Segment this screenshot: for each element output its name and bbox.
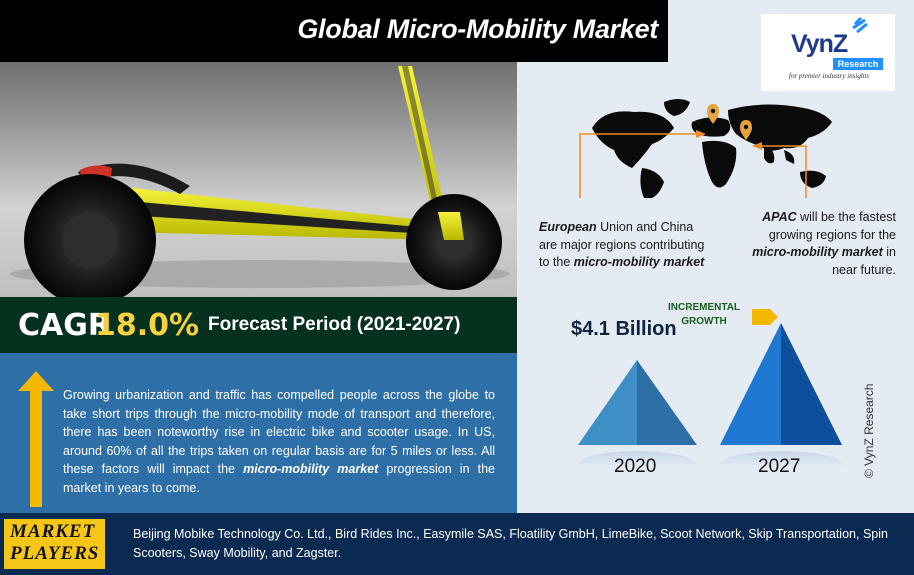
growth-pyramids	[577, 309, 843, 465]
europe-market: micro-mobility market	[573, 255, 705, 269]
description-bold: micro-mobility market	[243, 462, 379, 476]
europe-text: Union and China are major regions contri…	[539, 220, 705, 269]
growth-arrow-icon	[752, 309, 778, 325]
scooter-photo	[0, 62, 517, 297]
pyramid-2027	[719, 323, 843, 465]
europe-label: European	[539, 220, 597, 234]
incremental-line1: INCREMENTAL	[668, 302, 741, 313]
market-players-list: Beijing Mobike Technology Co. Ltd., Bird…	[133, 527, 888, 560]
vynz-logo: VynZ Research for premier industry insig…	[761, 14, 895, 91]
scooter-illustration	[10, 66, 510, 297]
apac-text1: will be the fastest growing regions for …	[768, 210, 896, 242]
logo-star-icon	[852, 16, 868, 34]
logo-brand: VynZ	[791, 30, 848, 58]
market-players-bar: MARKET PLAYERS Beijing Mobike Technology…	[0, 513, 914, 575]
europe-china-note: European Union and China are major regio…	[539, 219, 714, 272]
description-part2: progression in the market in years to co…	[63, 462, 495, 495]
world-map	[579, 99, 832, 198]
players-label-line1: MARKET	[10, 521, 96, 542]
incremental-growth-label: INCREMENTAL GROWTH	[668, 301, 740, 329]
cagr-value: 18.0%	[95, 308, 200, 343]
description-text: Growing urbanization and traffic has com…	[63, 386, 495, 497]
apac-note: APAC will be the fastest growing regions…	[734, 209, 896, 279]
market-players-label: MARKET PLAYERS	[4, 519, 105, 569]
description-box: Growing urbanization and traffic has com…	[0, 353, 517, 513]
players-label-line2: PLAYERS	[10, 543, 100, 564]
forecast-period: Forecast Period (2021-2027)	[208, 314, 461, 335]
description-part1: Growing urbanization and traffic has com…	[63, 388, 495, 476]
page-title: Global Micro-Mobility Market	[297, 14, 658, 44]
incremental-line2: GROWTH	[681, 316, 727, 327]
up-arrow-icon	[18, 371, 54, 507]
year-2027: 2027	[758, 456, 801, 477]
location-pin-icon	[740, 120, 752, 140]
logo-sub: Research	[833, 58, 883, 70]
cagr-strip: CAGR 18.0% Forecast Period (2021-2027)	[0, 297, 517, 353]
title-bar: Global Micro-Mobility Market	[0, 0, 668, 62]
apac-text2: in near future.	[832, 245, 896, 277]
copyright: © VynZ Research	[862, 383, 876, 478]
year-2020: 2020	[614, 456, 657, 477]
market-value-2027: $4.1 Billion	[571, 318, 677, 340]
apac-market: micro-mobility market	[752, 245, 883, 259]
cagr-label: CAGR	[18, 308, 111, 343]
pyramid-2020	[577, 360, 697, 465]
apac-label: APAC	[762, 210, 797, 224]
logo-tagline: for premier industry insights	[789, 72, 870, 80]
location-pin-icon	[707, 104, 719, 124]
